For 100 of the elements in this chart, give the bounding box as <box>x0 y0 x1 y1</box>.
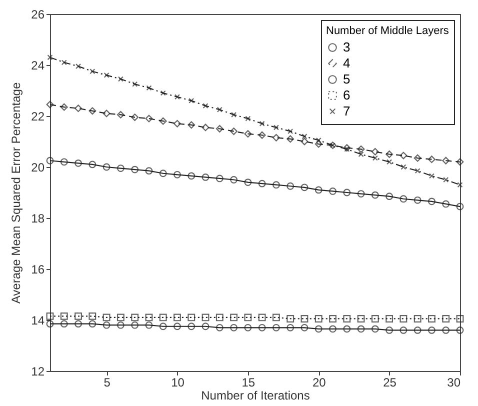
point <box>60 320 68 328</box>
point <box>428 156 436 164</box>
point <box>428 173 434 179</box>
point <box>442 326 450 334</box>
point <box>314 140 322 148</box>
x-tick-label: 15 <box>242 376 256 390</box>
point <box>329 325 336 333</box>
point <box>244 314 252 322</box>
point <box>231 112 237 118</box>
y-tick-label: 20 <box>31 160 45 174</box>
point <box>300 315 308 322</box>
point <box>202 103 208 109</box>
point <box>46 312 54 320</box>
point <box>216 174 224 182</box>
point <box>314 315 322 322</box>
point <box>443 176 449 183</box>
point <box>343 325 351 333</box>
point <box>61 60 67 66</box>
point <box>131 166 139 174</box>
point <box>132 81 138 87</box>
point <box>272 181 280 189</box>
point <box>343 144 351 152</box>
point <box>244 130 252 138</box>
point <box>258 324 266 332</box>
point <box>202 173 210 181</box>
point <box>145 167 153 175</box>
point <box>116 321 124 329</box>
point <box>159 117 167 125</box>
legend-label: 5 <box>343 72 350 86</box>
point <box>386 326 394 334</box>
point <box>258 314 266 322</box>
y-tick-label: 26 <box>31 8 45 22</box>
point <box>145 321 153 329</box>
point <box>60 312 68 320</box>
point <box>300 324 308 332</box>
point <box>174 170 181 178</box>
point <box>174 322 181 330</box>
point <box>456 315 464 322</box>
point <box>174 314 181 322</box>
point <box>46 100 54 108</box>
point <box>414 315 422 322</box>
point <box>230 176 238 184</box>
point <box>400 195 408 203</box>
point <box>428 326 436 334</box>
point <box>102 314 110 322</box>
point <box>216 314 224 322</box>
point <box>146 85 152 91</box>
point <box>145 114 153 122</box>
point <box>202 322 210 330</box>
point <box>174 94 180 100</box>
point <box>60 158 68 166</box>
point <box>372 155 378 161</box>
point <box>456 158 464 166</box>
point <box>259 120 265 126</box>
point <box>159 170 167 178</box>
point <box>386 150 394 158</box>
point <box>414 154 422 162</box>
point <box>230 324 238 332</box>
point <box>88 107 96 115</box>
x-axis-title: Number of Iterations <box>201 388 310 402</box>
y-axis-title: Average Mean Squared Error Percentage <box>9 82 24 304</box>
point <box>357 190 365 198</box>
point <box>202 314 210 322</box>
point <box>131 114 139 121</box>
point <box>442 156 450 164</box>
point <box>74 320 82 328</box>
point <box>74 104 82 112</box>
legend-label: 7 <box>343 104 350 118</box>
point <box>273 124 279 130</box>
point <box>400 326 408 334</box>
point <box>216 106 222 112</box>
x-tick-label: 5 <box>104 376 111 390</box>
point <box>457 182 463 188</box>
point <box>188 314 196 322</box>
point <box>116 111 124 118</box>
point <box>88 160 96 168</box>
point <box>188 98 194 104</box>
y-tick-label: 18 <box>31 212 45 226</box>
legend-label: 4 <box>343 56 350 70</box>
y-tick-label: 24 <box>31 58 45 72</box>
point <box>400 152 408 160</box>
point <box>188 121 196 129</box>
point <box>90 68 96 74</box>
point <box>102 163 110 171</box>
point <box>131 314 139 322</box>
point <box>88 312 96 320</box>
point <box>286 135 294 143</box>
point <box>47 54 53 60</box>
point <box>286 315 294 322</box>
legend-label: 6 <box>343 88 350 102</box>
point <box>456 202 464 210</box>
point <box>60 103 68 111</box>
point <box>286 182 294 190</box>
point <box>344 146 350 152</box>
point <box>442 200 450 208</box>
legend-title: Number of Middle Layers <box>326 25 450 37</box>
point <box>74 159 82 167</box>
point <box>188 172 196 180</box>
point <box>314 186 322 194</box>
x-tick-label: 10 <box>171 376 185 390</box>
